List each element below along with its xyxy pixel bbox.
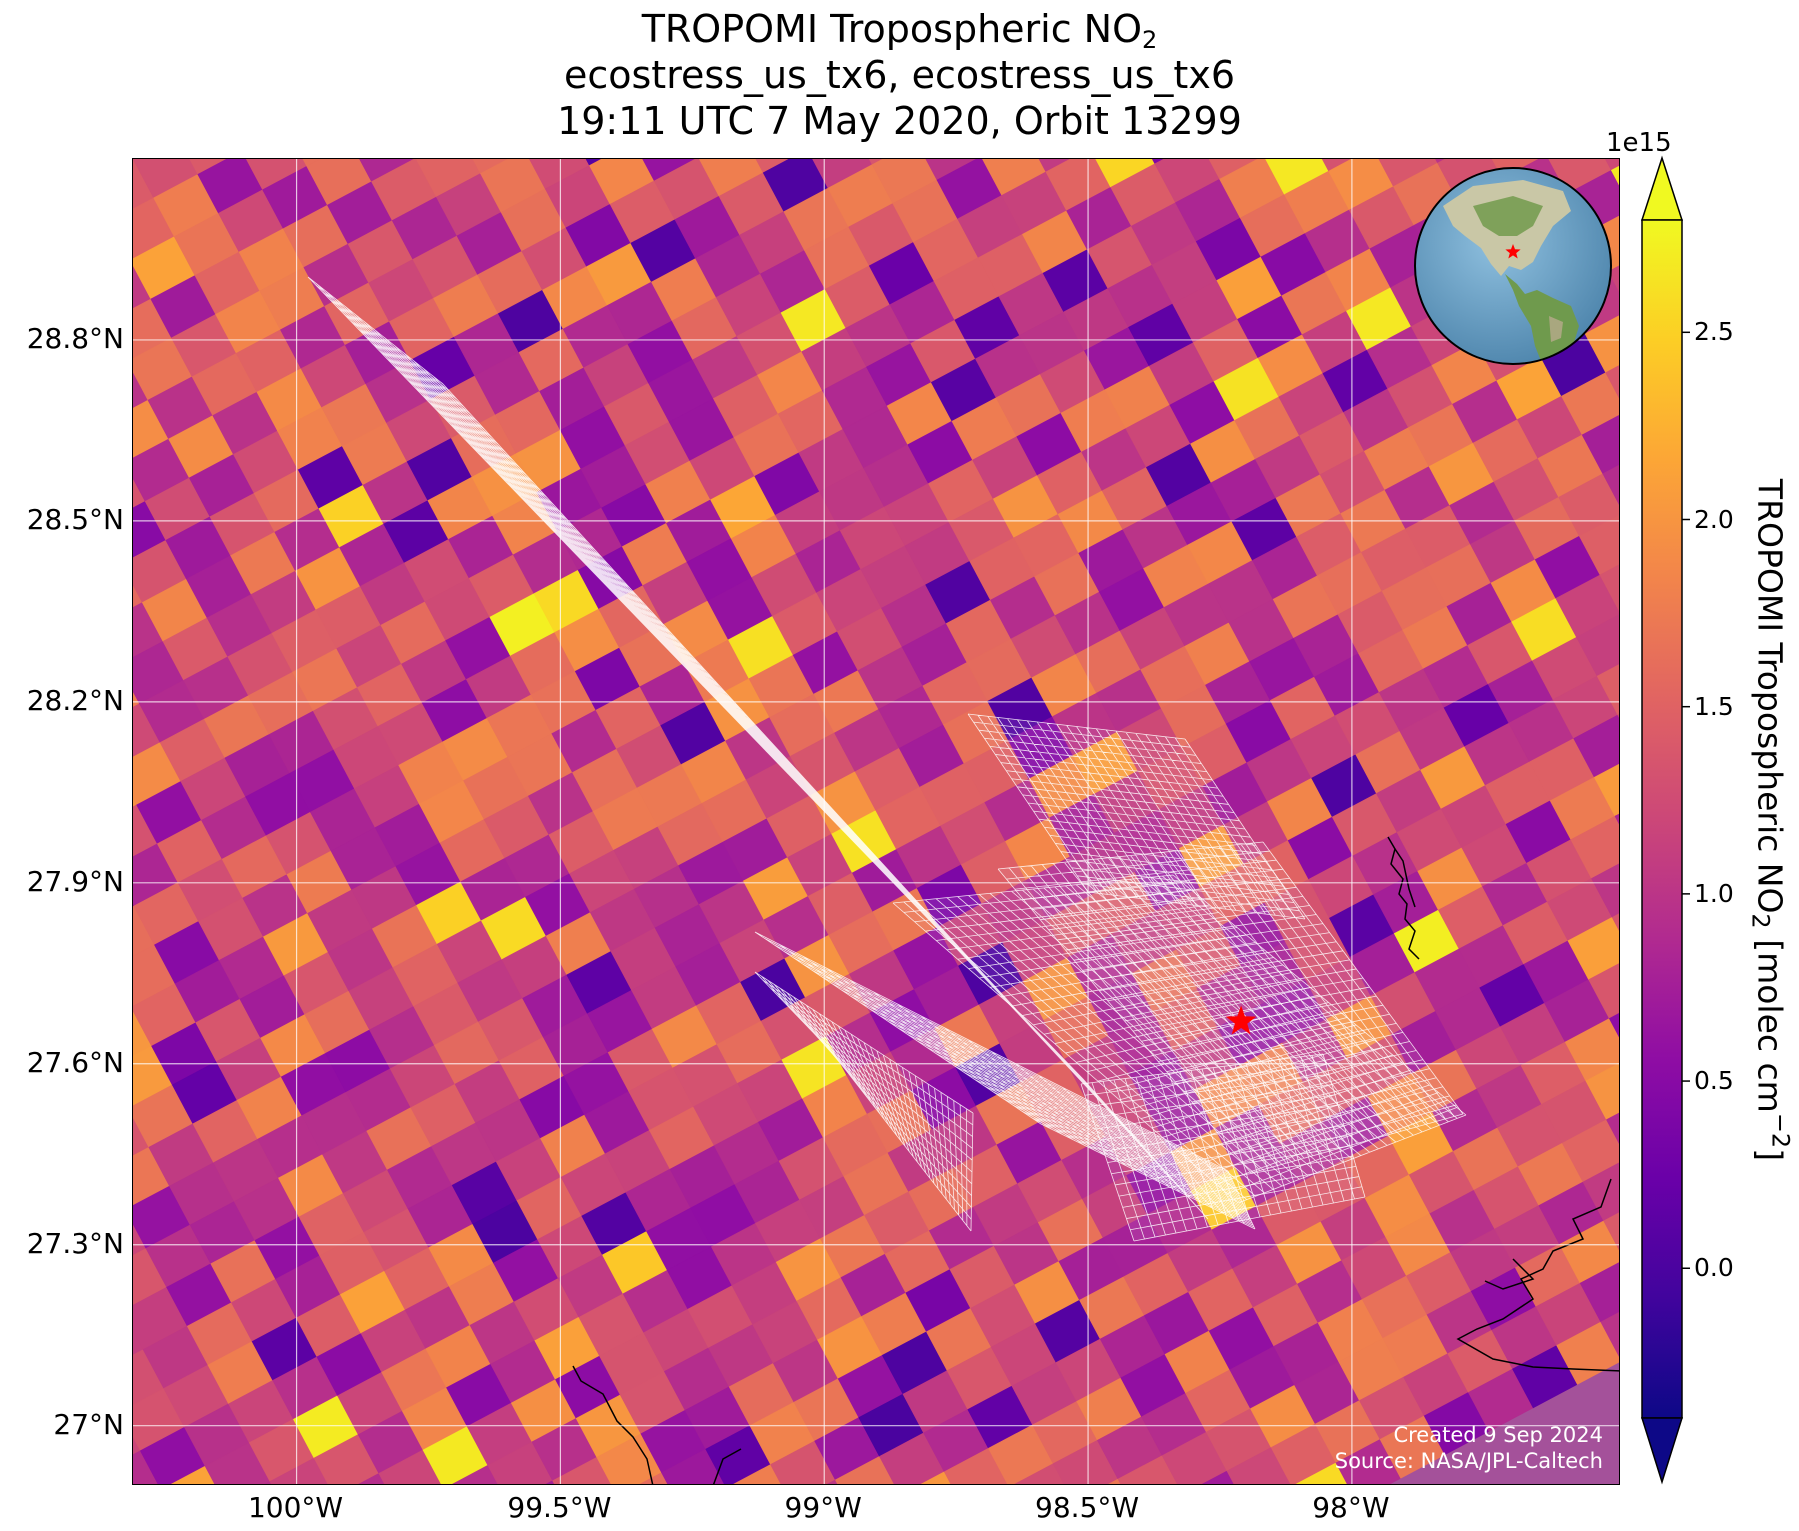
colorbar-tick-label: 1.0 — [1694, 878, 1734, 908]
colorbar-tick-label: 2.5 — [1694, 317, 1734, 347]
colorbar-tick-label: 0.0 — [1694, 1253, 1734, 1283]
longitude-label: 99.5°W — [507, 1491, 612, 1524]
latitude-label: 27.3°N — [26, 1226, 124, 1260]
title-line-3: 19:11 UTC 7 May 2020, Orbit 13299 — [557, 99, 1242, 143]
no2-pixel-grid — [133, 159, 1619, 1484]
latitude-label: 27°N — [53, 1407, 124, 1441]
latitude-label: 27.6°N — [26, 1045, 124, 1079]
ecostress-footprints — [307, 276, 1467, 1242]
footprint-mesh — [892, 874, 1467, 1204]
colorbar — [1640, 155, 1690, 1485]
colorbar-exponent: 1e15 — [1606, 128, 1672, 158]
site-star-icon — [1225, 1005, 1257, 1035]
longitude-label: 99°W — [784, 1491, 862, 1524]
title-line-1: TROPOMI Tropospheric NO2 — [641, 7, 1158, 54]
figure-title: TROPOMI Tropospheric NO2 ecostress_us_tx… — [0, 6, 1799, 144]
graticule — [133, 159, 1619, 1484]
map-canvas — [133, 159, 1619, 1484]
colorbar-tick-label: 1.5 — [1694, 691, 1734, 721]
footprint-mesh — [997, 841, 1464, 1174]
locator-globe — [1414, 167, 1612, 365]
latitude-label: 27.9°N — [26, 864, 124, 898]
footprint-mesh — [1080, 1053, 1366, 1242]
no2-map: Created 9 Sep 2024 Source: NASA/JPL-Calt… — [132, 158, 1620, 1485]
latitude-label: 28.8°N — [26, 321, 124, 355]
longitude-label: 100°W — [247, 1491, 344, 1524]
title-line-2: ecostress_us_tx6, ecostress_us_tx6 — [563, 53, 1235, 97]
longitude-label: 98.5°W — [1035, 1491, 1140, 1524]
colorbar-tick-label: 0.5 — [1694, 1066, 1734, 1096]
colorbar-label: TROPOMI Tropospheric NO2 [molec cm−2] — [1746, 478, 1795, 1162]
site-marker-star — [1225, 1005, 1257, 1035]
footprint-mesh — [754, 971, 974, 1232]
latitude-label: 28.2°N — [26, 683, 124, 717]
globe-star-icon — [1505, 244, 1521, 259]
coastline — [572, 836, 1619, 1484]
colorbar-tick-label: 2.0 — [1694, 504, 1734, 534]
latitude-label: 28.5°N — [26, 502, 124, 536]
longitude-label: 98°W — [1312, 1491, 1390, 1524]
credit-text: Created 9 Sep 2024 Source: NASA/JPL-Calt… — [1334, 1423, 1603, 1473]
footprint-mesh — [967, 713, 1306, 920]
